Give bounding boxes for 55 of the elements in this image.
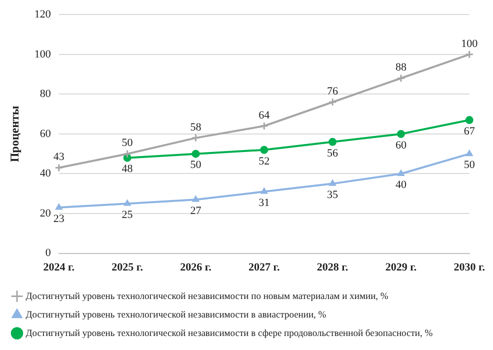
point xyxy=(124,200,131,206)
data-label: 50 xyxy=(122,137,134,150)
data-label: 56 xyxy=(327,147,339,160)
data-label: 40 xyxy=(395,179,407,192)
data-label: 60 xyxy=(395,139,407,152)
data-label: 35 xyxy=(327,189,339,202)
x-tick-label: 2024 г. xyxy=(43,262,75,274)
legend-label: Достигнутый уровень технологической независимости в сфере продовольственной безопасности, % xyxy=(26,328,433,339)
data-label: 43 xyxy=(53,151,65,164)
y-tick-label: 100 xyxy=(34,48,52,60)
legend-label: Достигнутый уровень технологической независимости в авиастроении, % xyxy=(26,310,326,320)
point xyxy=(396,130,405,138)
point xyxy=(466,150,473,156)
data-label: 50 xyxy=(464,159,476,172)
data-label: 50 xyxy=(190,159,202,172)
point xyxy=(465,116,474,124)
point xyxy=(260,146,268,154)
data-label: 52 xyxy=(258,155,270,168)
data-label: 27 xyxy=(190,204,202,217)
y-tick-label: 80 xyxy=(40,88,52,100)
point xyxy=(123,150,132,158)
data-label: 31 xyxy=(258,197,270,210)
point xyxy=(396,74,406,83)
y-tick-label: 60 xyxy=(40,128,52,140)
point xyxy=(192,150,200,158)
data-label: 100 xyxy=(461,38,478,50)
point xyxy=(191,134,200,142)
data-label: 67 xyxy=(464,125,476,138)
y-tick-label: 0 xyxy=(45,247,52,260)
x-tick-label: 2028 г. xyxy=(316,262,348,274)
legend-label: Достигнутый уровень технологической независимости по новым материалам и химии, % xyxy=(26,292,388,302)
data-label: 64 xyxy=(258,109,270,122)
y-axis-title: Проценты xyxy=(7,105,22,162)
x-tick-label: 2025 г. xyxy=(112,262,144,274)
x-tick-label: 2027 г. xyxy=(248,262,280,274)
point xyxy=(260,188,268,194)
y-tick-label: 20 xyxy=(40,207,52,220)
point xyxy=(329,180,336,186)
data-label: 58 xyxy=(190,121,202,134)
point xyxy=(397,170,404,176)
point xyxy=(55,204,62,210)
point xyxy=(192,196,200,202)
data-label: 23 xyxy=(53,212,65,225)
x-tick-label: 2026 г. xyxy=(180,262,212,274)
data-label: 76 xyxy=(327,86,339,98)
y-tick-label: 40 xyxy=(40,168,52,180)
x-tick-label: 2030 г. xyxy=(454,262,486,274)
y-tick-label: 120 xyxy=(34,8,52,20)
point xyxy=(328,98,337,106)
point xyxy=(260,122,268,130)
data-label: 48 xyxy=(122,163,134,176)
point xyxy=(328,138,337,146)
data-label: 25 xyxy=(122,208,134,221)
data-label: 88 xyxy=(395,62,407,74)
x-tick-label: 2029 г. xyxy=(385,262,417,274)
